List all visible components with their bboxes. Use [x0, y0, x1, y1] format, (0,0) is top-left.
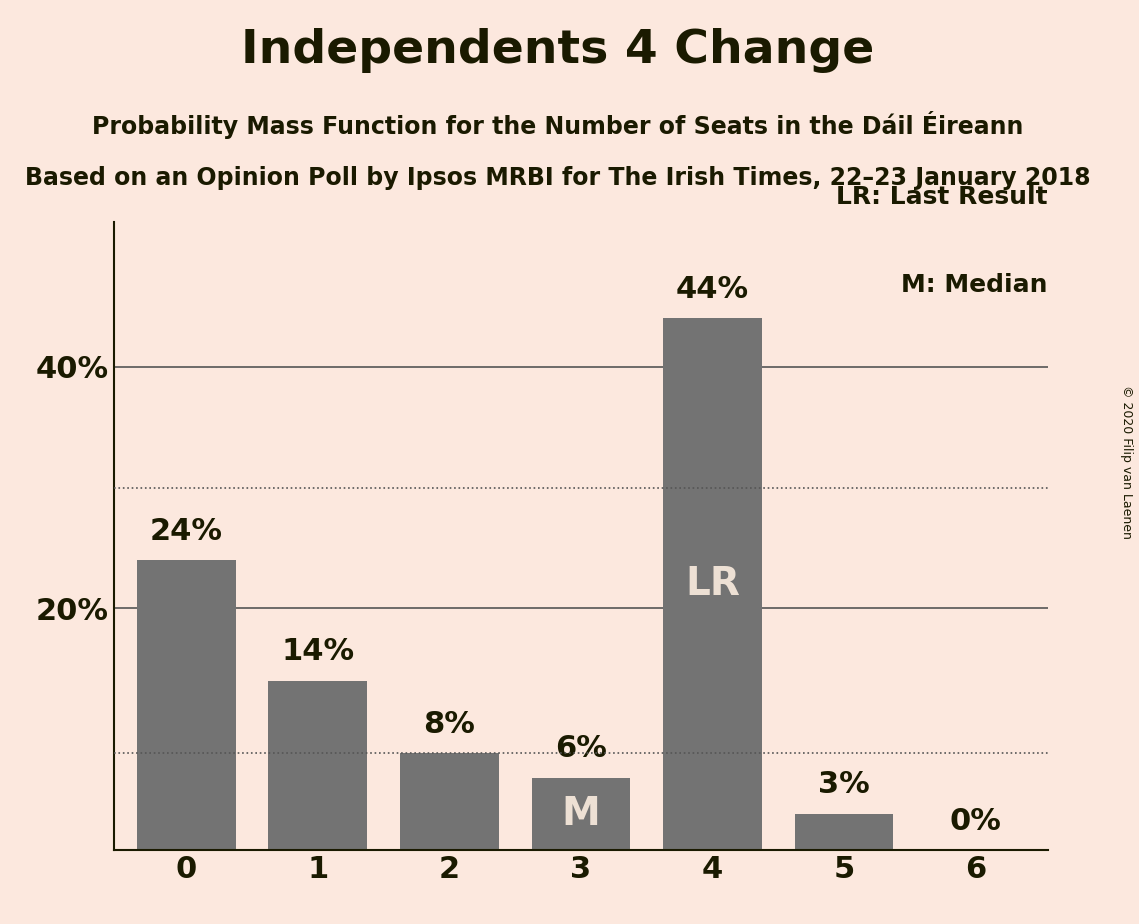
Text: © 2020 Filip van Laenen: © 2020 Filip van Laenen: [1121, 385, 1133, 539]
Bar: [532, 778, 630, 850]
Bar: [137, 560, 236, 850]
Text: LR: LR: [685, 565, 740, 603]
Text: 0%: 0%: [950, 807, 1001, 835]
Text: Probability Mass Function for the Number of Seats in the Dáil Éireann: Probability Mass Function for the Number…: [92, 111, 1024, 139]
Text: 44%: 44%: [675, 275, 749, 304]
Text: 3%: 3%: [818, 771, 870, 799]
Text: Based on an Opinion Poll by Ipsos MRBI for The Irish Times, 22–23 January 2018: Based on an Opinion Poll by Ipsos MRBI f…: [25, 166, 1091, 190]
Text: Independents 4 Change: Independents 4 Change: [241, 28, 875, 73]
Bar: [400, 753, 499, 850]
Bar: [269, 681, 367, 850]
Bar: [663, 319, 762, 850]
Bar: [795, 814, 893, 850]
Text: 24%: 24%: [149, 517, 223, 545]
Text: M: M: [562, 795, 600, 833]
Text: 8%: 8%: [424, 710, 475, 739]
Text: LR: Last Result: LR: Last Result: [836, 185, 1048, 209]
Text: M: Median: M: Median: [901, 274, 1048, 298]
Text: 6%: 6%: [555, 734, 607, 763]
Text: 14%: 14%: [281, 638, 354, 666]
